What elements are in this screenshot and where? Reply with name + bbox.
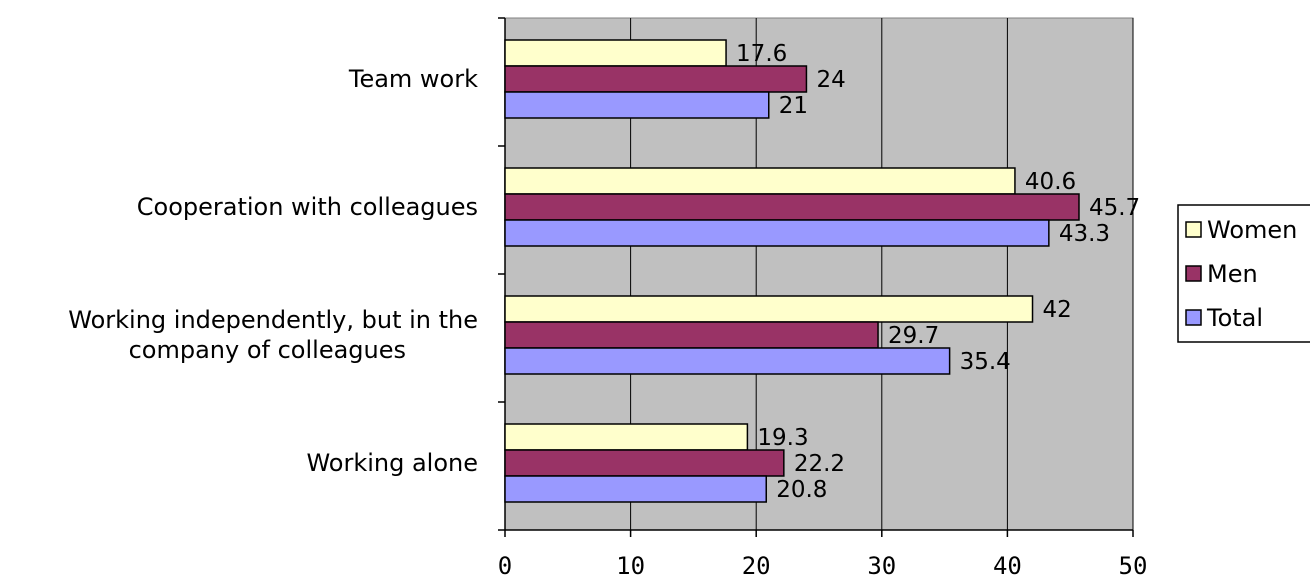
bar-total <box>504 91 770 119</box>
bar-women <box>504 39 727 67</box>
bar-women <box>504 423 749 451</box>
x-tick-label: 30 <box>867 552 896 580</box>
legend-swatch-men <box>1185 265 1202 282</box>
bar-men <box>504 65 808 93</box>
bar-men <box>504 449 785 477</box>
data-label: 43.3 <box>1059 221 1110 247</box>
legend-label-total: Total <box>1206 304 1263 332</box>
category-label-line: Team work <box>348 65 478 93</box>
data-label: 21 <box>779 93 808 119</box>
data-label: 29.7 <box>888 323 939 349</box>
legend-label-men: Men <box>1207 260 1258 288</box>
data-label: 20.8 <box>776 477 827 503</box>
legend: Women Men Total <box>1177 204 1310 343</box>
legend-label-women: Women <box>1207 216 1297 244</box>
category-label: Working independently, but in the company… <box>68 306 478 364</box>
category-label-line: Working alone <box>306 449 478 477</box>
data-label: 40.6 <box>1025 169 1076 195</box>
x-tick-label: 50 <box>1119 552 1148 580</box>
bar-women <box>504 295 1034 323</box>
bar-women <box>504 167 1016 195</box>
bar-total <box>504 219 1050 247</box>
category-label-line: company of colleagues <box>129 336 406 364</box>
data-label: 22.2 <box>794 451 845 477</box>
category-label-line: Cooperation with colleagues <box>137 193 478 221</box>
category-label: Working alone <box>306 449 478 477</box>
category-label: Cooperation with colleagues <box>137 193 478 221</box>
bar-total <box>504 475 767 503</box>
bar-total <box>504 347 951 375</box>
x-tick-label: 10 <box>616 552 645 580</box>
data-label: 35.4 <box>960 349 1011 375</box>
category-label: Team work <box>348 65 478 93</box>
bar-men <box>504 193 1080 221</box>
data-label: 17.6 <box>736 41 787 67</box>
category-label-line: Working independently, but in the <box>68 306 478 334</box>
x-tick-label: 0 <box>498 552 512 580</box>
legend-swatch-total <box>1185 309 1202 326</box>
bar-men <box>504 321 879 349</box>
x-tick-label: 40 <box>993 552 1022 580</box>
data-label: 19.3 <box>757 425 808 451</box>
data-label: 24 <box>816 67 845 93</box>
data-label: 42 <box>1043 297 1072 323</box>
legend-swatch-women <box>1185 221 1202 238</box>
data-label: 45.7 <box>1089 195 1140 221</box>
x-tick-label: 20 <box>742 552 771 580</box>
